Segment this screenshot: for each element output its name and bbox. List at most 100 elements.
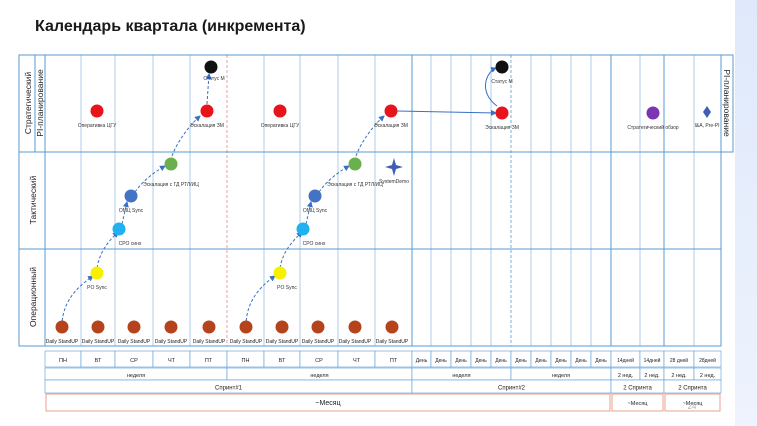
day-label: День xyxy=(555,358,567,364)
standup-label: Daily StandUP xyxy=(46,339,79,345)
cpo-1-label: СРО синх xyxy=(119,241,142,247)
system-demo-label: SystemDemo xyxy=(379,179,409,185)
arrow-po-cpo2 xyxy=(279,231,303,269)
standup-label: Daily StandUP xyxy=(230,339,263,345)
po-2-marker xyxy=(273,266,287,280)
solid-arrows xyxy=(396,67,498,116)
events: Статус М Оперативка ЦГУ Эскалация ЗМ Опе… xyxy=(46,60,720,345)
month-cell xyxy=(45,393,611,412)
escal-zm-1-marker xyxy=(200,104,214,118)
month-label: ~Месяц xyxy=(628,401,649,407)
standup-marker xyxy=(91,320,105,334)
day-label: ВТ xyxy=(95,358,102,364)
page-title: Календарь квартала (инкремента) xyxy=(35,18,306,35)
escal-gd-1-label: Эскалация с ГД РТЛ/ИЦ xyxy=(143,182,199,188)
arrow-omc-gd2 xyxy=(318,165,350,193)
month-label: ~Месяц xyxy=(683,401,704,407)
day-label: День xyxy=(575,358,587,364)
standup-label: Daily StandUP xyxy=(82,339,115,345)
row-label-tactical: Тактический xyxy=(28,175,38,224)
standup-marker xyxy=(348,320,362,334)
po-2-label: PO Sync xyxy=(277,285,297,291)
flow-arrows xyxy=(61,73,385,327)
standup-label: Daily StandUP xyxy=(266,339,299,345)
day-label: День xyxy=(495,358,507,364)
month-cell xyxy=(611,393,664,412)
escal-zm-2-label: Эскалация ЗМ xyxy=(374,123,408,129)
pi-right-box xyxy=(720,54,734,153)
standup-marker xyxy=(164,320,178,334)
arrow-standup-po2 xyxy=(245,275,276,327)
cpo-1-marker xyxy=(112,222,126,236)
day-label: 14дней xyxy=(644,357,661,364)
arrow-zm3-status2 xyxy=(485,67,498,107)
oper-1-marker xyxy=(90,104,104,118)
day-label: ВТ xyxy=(279,358,286,364)
month-label: ~Месяц xyxy=(315,400,340,407)
cpo-2-label: СРО синх xyxy=(303,241,326,247)
arrow-standup-po1 xyxy=(61,275,94,327)
sprint-cell xyxy=(663,379,722,394)
po-1-label: PO Sync xyxy=(87,285,107,291)
standup-marker xyxy=(202,320,216,334)
day-label: День xyxy=(455,358,467,364)
day-label: ПТ xyxy=(390,358,398,364)
escal-zm-1-label: Эскалация ЗМ xyxy=(190,123,224,129)
week-label: неделя xyxy=(310,373,328,379)
sprint-label: Спринт#2 xyxy=(498,386,526,392)
standup-label: Daily StandUP xyxy=(302,339,335,345)
day-cell xyxy=(693,350,722,368)
row-label-tactical-box xyxy=(18,151,46,250)
system-demo-star-icon xyxy=(385,158,403,176)
row-label-pi-right: PI-планирование xyxy=(722,69,732,137)
po-1-marker xyxy=(90,266,104,280)
standup-marker xyxy=(55,320,69,334)
day-label: 28 дней xyxy=(670,357,688,364)
day-label: День xyxy=(435,358,447,364)
arrow-zm-status1 xyxy=(205,73,212,105)
arrow-gd-zm2 xyxy=(355,115,385,157)
page-number: 24 xyxy=(688,402,697,411)
standups: Daily StandUP Daily StandUP Daily StandUP D… xyxy=(46,320,409,345)
escal-zm-2-marker xyxy=(384,104,398,118)
arrow-zm2-zm3 xyxy=(396,109,497,116)
day-label: День xyxy=(515,358,527,364)
strategic-review-label: Стратегический обзор xyxy=(627,124,679,131)
week-label: неделя xyxy=(127,373,145,379)
standup-label: Daily StandUP xyxy=(193,339,226,345)
arrow-omc-gd1 xyxy=(134,165,166,193)
arrow-cpo-omc1 xyxy=(121,201,129,225)
month-cell xyxy=(664,393,721,412)
day-row: ПН ВТ СР ЧТ ПТ ПН ВТ СР ЧТ ПТ День День День День День… xyxy=(44,350,722,368)
ia-prepi-diamond-icon xyxy=(703,106,711,118)
day-label: ПТ xyxy=(205,358,213,364)
sprint-label: 2 Спринта xyxy=(678,386,707,392)
standup-label: Daily StandUP xyxy=(155,339,188,345)
arrow-cpo-omc2 xyxy=(305,201,313,225)
row-label-operational: Операционный xyxy=(28,267,38,327)
escal-gd-2-marker xyxy=(348,157,362,171)
escal-zm-3-label: Эскалация ЗМ xyxy=(485,125,519,131)
standup-label: Daily StandUP xyxy=(118,339,151,345)
escal-gd-2-label: Эскалация с ГД РТЛ/ИЦ xyxy=(327,182,383,188)
oper-2-label: Оперативка ЦГУ xyxy=(261,123,300,129)
row-label-strategic: Стратегический xyxy=(23,72,33,135)
day-label: СР xyxy=(315,358,323,364)
day-label: 28дней xyxy=(699,357,716,364)
standup-label: Daily StandUP xyxy=(376,339,409,345)
standup-label: Daily StandUP xyxy=(339,339,372,345)
sprint-row: Спринт#1 Спринт#2 2 Спринта 2 Спринта xyxy=(44,379,722,394)
status-2-marker xyxy=(495,60,509,74)
day-label: День xyxy=(595,358,607,364)
side-strip xyxy=(735,0,757,426)
arrow-gd-zm1 xyxy=(171,115,201,157)
week-label: 2 нед. xyxy=(644,373,660,379)
omc-2-label: ОМЦ Sync xyxy=(303,208,328,214)
week-label: 2 нед. xyxy=(618,373,634,379)
row-label-operational-box xyxy=(18,248,46,347)
day-label: ПН xyxy=(242,358,250,364)
day-label: День xyxy=(416,358,428,364)
escal-zm-3-marker xyxy=(495,106,509,120)
day-label: ЧТ xyxy=(168,358,176,364)
